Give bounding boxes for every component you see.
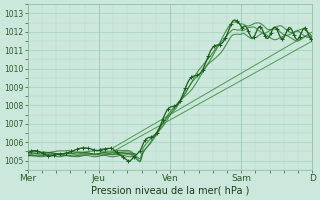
X-axis label: Pression niveau de la mer( hPa ): Pression niveau de la mer( hPa ) [91, 186, 249, 196]
